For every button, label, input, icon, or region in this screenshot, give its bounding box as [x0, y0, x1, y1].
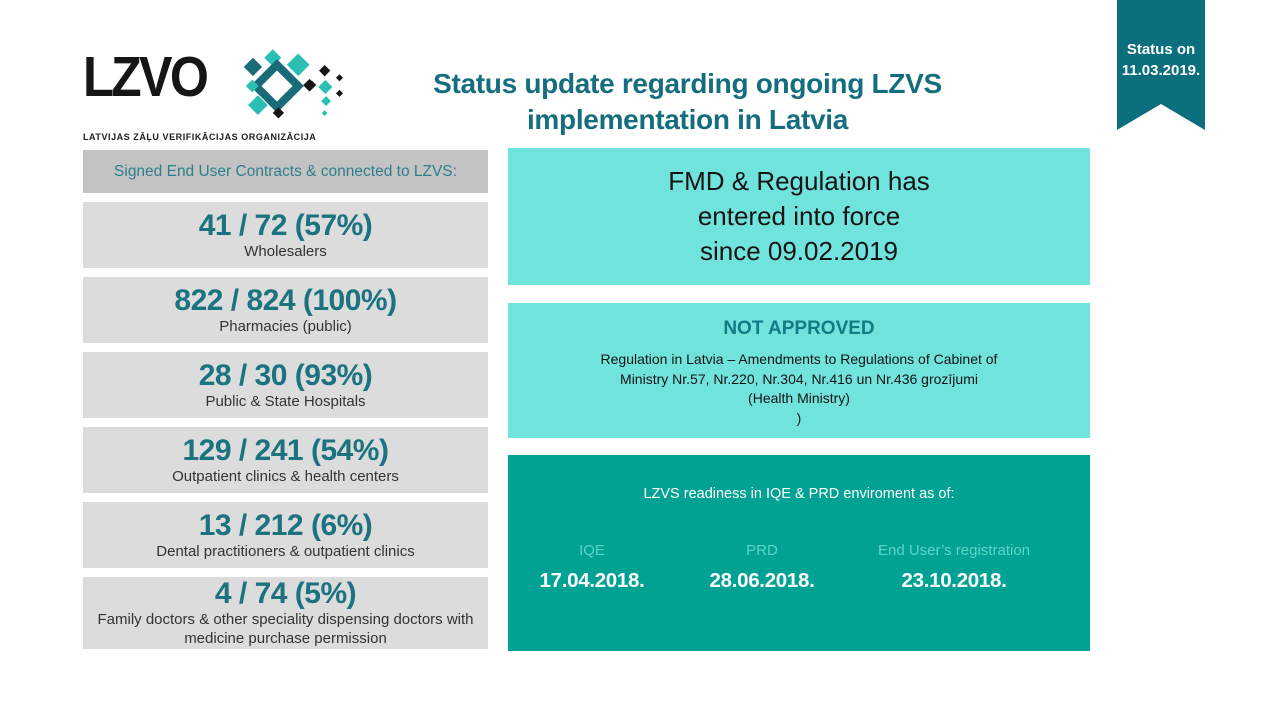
- stat-dental-practitioners: 13 / 212 (6%) Dental practitioners & out…: [83, 502, 488, 568]
- stat-label: Family doctors & other speciality dispen…: [97, 611, 474, 647]
- stat-value: 4 / 74 (5%): [214, 577, 357, 610]
- not-approved-title: NOT APPROVED: [723, 318, 875, 339]
- lzvo-logo-tagline: LATVIJAS ZĀĻU VERIFIKĀCIJAS ORGANIZĀCIJA: [83, 132, 317, 142]
- stat-value: 822 / 824 (100%): [174, 283, 397, 317]
- page-title-line2: implementation in Latvia: [526, 104, 849, 135]
- readiness-date: 17.04.2018.: [539, 569, 645, 592]
- stat-value: 28 / 30 (93%): [198, 358, 373, 392]
- stat-value: 13 / 212 (6%): [198, 508, 373, 542]
- stat-family-doctors: 4 / 74 (5%) Family doctors & other speci…: [83, 577, 488, 649]
- not-approved-line4: ): [796, 409, 802, 426]
- readiness-label: PRD: [746, 542, 778, 559]
- page-title: Status update regarding ongoing LZVS imp…: [405, 66, 970, 138]
- page-title-line1: Status update regarding ongoing LZVS: [433, 68, 942, 99]
- stat-value: 129 / 241 (54%): [182, 433, 389, 467]
- not-approved-line3: (Health Ministry): [748, 390, 850, 406]
- readiness-date: 28.06.2018.: [709, 569, 815, 592]
- ribbon-line2: 11.03.2019.: [1121, 62, 1201, 79]
- readiness-col-prd: PRD 28.06.2018.: [686, 515, 838, 635]
- readiness-col-enduser-registration: End User’s registration 23.10.2018.: [870, 515, 1038, 635]
- contracts-panel: Signed End User Contracts & connected to…: [83, 150, 488, 649]
- stat-label: Public & State Hospitals: [205, 392, 366, 410]
- ribbon-line1: Status on: [1126, 41, 1196, 58]
- fmd-line2: entered into force: [697, 201, 901, 231]
- stat-label: Outpatient clinics & health centers: [172, 467, 399, 485]
- not-approved-box: NOT APPROVED Regulation in Latvia – Amen…: [508, 303, 1090, 438]
- readiness-heading: LZVS readiness in IQE & PRD enviroment a…: [643, 486, 955, 502]
- lzvs-readiness-box: LZVS readiness in IQE & PRD enviroment a…: [508, 455, 1090, 651]
- stat-value: 41 / 72 (57%): [198, 208, 373, 242]
- readiness-label: IQE: [579, 542, 605, 559]
- stat-label: Dental practitioners & outpatient clinic…: [156, 542, 415, 560]
- fmd-regulation-box: FMD & Regulation has entered into force …: [508, 148, 1090, 285]
- stat-outpatient-clinics: 129 / 241 (54%) Outpatient clinics & hea…: [83, 427, 488, 493]
- fmd-line3: since 09.02.2019: [699, 236, 899, 266]
- stat-wholesalers: 41 / 72 (57%) Wholesalers: [83, 202, 488, 268]
- fmd-line1: FMD & Regulation has: [668, 166, 930, 196]
- contracts-panel-header: Signed End User Contracts & connected to…: [83, 150, 488, 193]
- stat-hospitals: 28 / 30 (93%) Public & State Hospitals: [83, 352, 488, 418]
- not-approved-line2: Ministry Nr.57, Nr.220, Nr.304, Nr.416 u…: [620, 370, 978, 387]
- stat-label: Pharmacies (public): [219, 317, 352, 335]
- readiness-date: 23.10.2018.: [901, 569, 1007, 592]
- readiness-label: End User’s registration: [877, 542, 1030, 559]
- not-approved-line1: Regulation in Latvia – Amendments to Reg…: [600, 351, 998, 367]
- stat-label: Wholesalers: [244, 242, 327, 260]
- readiness-col-iqe: IQE 17.04.2018.: [516, 515, 668, 635]
- stat-pharmacies: 822 / 824 (100%) Pharmacies (public): [83, 277, 488, 343]
- lzvo-logo-text: LZVO: [83, 45, 209, 109]
- lzvo-logo-mark-icon: [243, 49, 344, 119]
- status-date-ribbon: Status on 11.03.2019.: [1117, 0, 1205, 130]
- lzvo-logo: LZVO: [83, 48, 383, 142]
